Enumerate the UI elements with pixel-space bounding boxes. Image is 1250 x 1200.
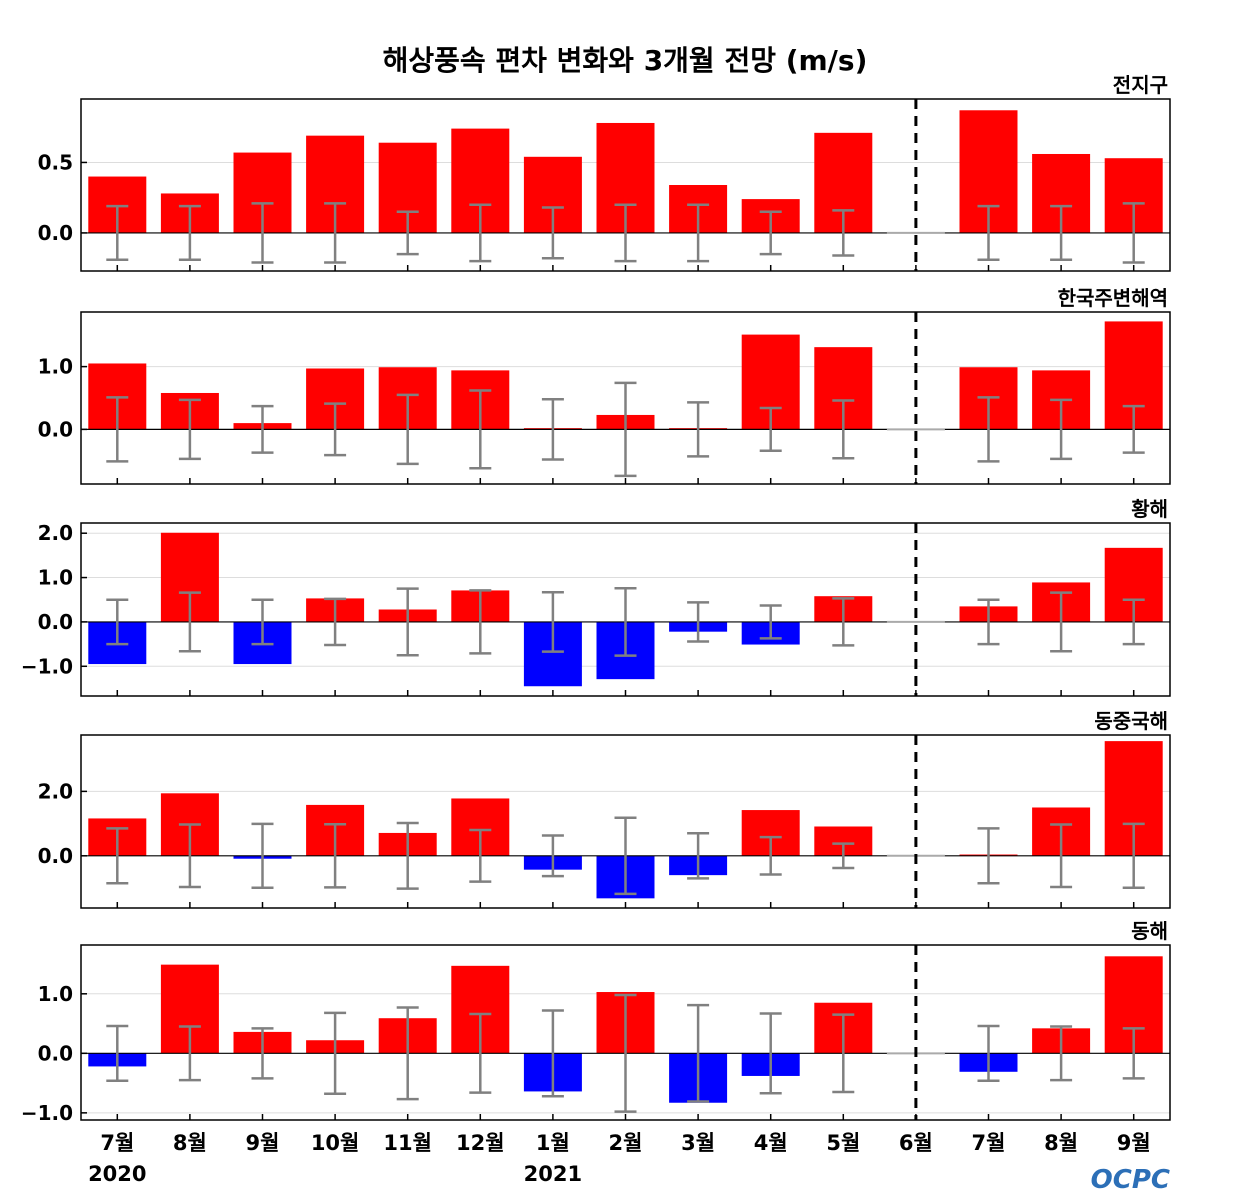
chart-title: 해상풍속 편차 변화와 3개월 전망 (m/s) xyxy=(383,44,868,77)
y-tick-label: 0.0 xyxy=(38,610,73,634)
x-tick-label: 3월 xyxy=(681,1131,715,1155)
panel-2: −1.0 0.0 1.0 2.0 황해 xyxy=(21,497,1171,697)
y-tick-label: 0.0 xyxy=(38,221,73,245)
panel-4: −1.0 0.0 1.0 동해 xyxy=(21,919,1171,1125)
year-label: 2021 xyxy=(524,1162,582,1186)
y-tick-label: 0.5 xyxy=(38,150,73,174)
y-tick-label: 1.0 xyxy=(38,982,73,1006)
y-tick-label: −1.0 xyxy=(21,1101,73,1125)
x-axis: 7월 8월 9월 10월 11월 12월 1월 2월 3월 4월 5월 6월 7월 8월 9월 2020 202… xyxy=(88,1131,1151,1186)
ocpc-logo: OCPC xyxy=(1091,1165,1170,1195)
panel-title: 동중국해 xyxy=(1094,709,1168,733)
panel-3: 0.0 2.0 동중국해 xyxy=(38,709,1171,909)
panels-group: 0.0 0.5 전지구 0.0 1.0 한국주변해역 −1.0 0.0 1.0 2.0 황해 0.0 2… xyxy=(21,73,1171,1125)
x-tick-label: 11월 xyxy=(383,1131,432,1155)
x-tick-label: 10월 xyxy=(311,1131,360,1155)
y-tick-label: 2.0 xyxy=(38,779,73,803)
panel-title: 동해 xyxy=(1131,919,1168,943)
y-tick-label: −1.0 xyxy=(21,654,73,678)
x-tick-label: 6월 xyxy=(899,1131,933,1155)
panel-title: 황해 xyxy=(1131,497,1168,521)
x-tick-label: 8월 xyxy=(173,1131,207,1155)
x-tick-label: 9월 xyxy=(1117,1131,1151,1155)
y-tick-label: 0.0 xyxy=(38,417,73,441)
x-tick-label: 1월 xyxy=(536,1131,570,1155)
panel-0: 0.0 0.5 전지구 xyxy=(38,73,1171,272)
x-tick-label: 4월 xyxy=(754,1131,788,1155)
panel-1: 0.0 1.0 한국주변해역 xyxy=(38,286,1171,485)
panel-title: 한국주변해역 xyxy=(1058,286,1168,310)
x-tick-label: 12월 xyxy=(456,1131,505,1155)
y-tick-label: 1.0 xyxy=(38,355,73,379)
x-tick-label: 5월 xyxy=(826,1131,860,1155)
panel-title: 전지구 xyxy=(1113,73,1168,97)
x-tick-label: 7월 xyxy=(972,1131,1006,1155)
y-tick-label: 2.0 xyxy=(38,521,73,545)
x-tick-label: 2월 xyxy=(609,1131,643,1155)
y-tick-label: 0.0 xyxy=(38,844,73,868)
y-tick-label: 0.0 xyxy=(38,1041,73,1065)
year-label: 2020 xyxy=(88,1162,146,1186)
y-tick-label: 1.0 xyxy=(38,566,73,590)
x-tick-label: 9월 xyxy=(246,1131,280,1155)
x-tick-label: 7월 xyxy=(100,1131,134,1155)
x-tick-label: 8월 xyxy=(1044,1131,1078,1155)
